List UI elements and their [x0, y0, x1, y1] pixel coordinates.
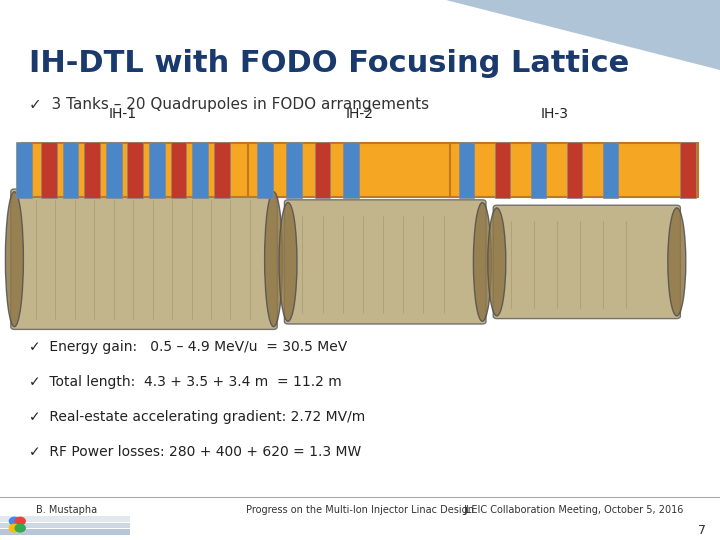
FancyBboxPatch shape: [284, 200, 486, 324]
FancyBboxPatch shape: [171, 141, 186, 198]
Text: ✓  3 Tanks – 20 Quadrupoles in FODO arrangements: ✓ 3 Tanks – 20 Quadrupoles in FODO arran…: [29, 97, 429, 112]
FancyBboxPatch shape: [459, 141, 474, 198]
Text: B. Mustapha: B. Mustapha: [36, 505, 97, 515]
FancyBboxPatch shape: [11, 189, 277, 329]
FancyBboxPatch shape: [531, 141, 546, 198]
Text: Progress on the Multi-Ion Injector Linac Design: Progress on the Multi-Ion Injector Linac…: [246, 505, 474, 515]
Circle shape: [15, 524, 25, 532]
FancyBboxPatch shape: [343, 141, 359, 198]
Polygon shape: [446, 0, 720, 70]
FancyBboxPatch shape: [22, 143, 698, 197]
FancyBboxPatch shape: [84, 141, 100, 198]
Text: IH-1: IH-1: [108, 107, 137, 122]
Text: IH-3: IH-3: [541, 107, 568, 122]
Text: ✓  Real-estate accelerating gradient: 2.72 MV/m: ✓ Real-estate accelerating gradient: 2.7…: [29, 410, 365, 424]
Ellipse shape: [6, 192, 23, 327]
Circle shape: [15, 517, 25, 525]
FancyBboxPatch shape: [257, 141, 273, 198]
Text: IH-2: IH-2: [346, 107, 374, 122]
FancyBboxPatch shape: [214, 141, 230, 198]
FancyBboxPatch shape: [495, 141, 510, 198]
FancyBboxPatch shape: [315, 141, 330, 198]
FancyBboxPatch shape: [603, 141, 618, 198]
FancyBboxPatch shape: [149, 141, 165, 198]
Text: ✓  Total length:  4.3 + 3.5 + 3.4 m  = 11.2 m: ✓ Total length: 4.3 + 3.5 + 3.4 m = 11.2…: [29, 375, 341, 389]
FancyBboxPatch shape: [192, 141, 208, 198]
Text: IH-DTL with FODO Focusing Lattice: IH-DTL with FODO Focusing Lattice: [29, 49, 629, 78]
Text: ✓  Energy gain:   0.5 – 4.9 MeV/u  = 30.5 MeV: ✓ Energy gain: 0.5 – 4.9 MeV/u = 30.5 Me…: [29, 340, 347, 354]
Ellipse shape: [265, 192, 283, 327]
FancyBboxPatch shape: [567, 141, 582, 198]
FancyBboxPatch shape: [127, 141, 143, 198]
FancyBboxPatch shape: [680, 141, 696, 198]
FancyBboxPatch shape: [63, 141, 78, 198]
Text: ✓  RF Power losses: 280 + 400 + 620 = 1.3 MW: ✓ RF Power losses: 280 + 400 + 620 = 1.3…: [29, 446, 361, 460]
FancyBboxPatch shape: [0, 516, 130, 522]
Ellipse shape: [488, 208, 505, 316]
FancyBboxPatch shape: [493, 205, 680, 319]
Text: 7: 7: [698, 524, 706, 537]
FancyBboxPatch shape: [16, 141, 32, 198]
Ellipse shape: [668, 208, 685, 316]
Ellipse shape: [474, 202, 492, 321]
FancyBboxPatch shape: [106, 141, 122, 198]
FancyBboxPatch shape: [0, 529, 130, 535]
Text: JLEIC Collaboration Meeting, October 5, 2016: JLEIC Collaboration Meeting, October 5, …: [464, 505, 684, 515]
Circle shape: [9, 517, 19, 525]
FancyBboxPatch shape: [41, 141, 57, 198]
FancyBboxPatch shape: [0, 523, 130, 528]
Ellipse shape: [279, 202, 297, 321]
FancyBboxPatch shape: [286, 141, 302, 198]
Circle shape: [9, 524, 19, 532]
